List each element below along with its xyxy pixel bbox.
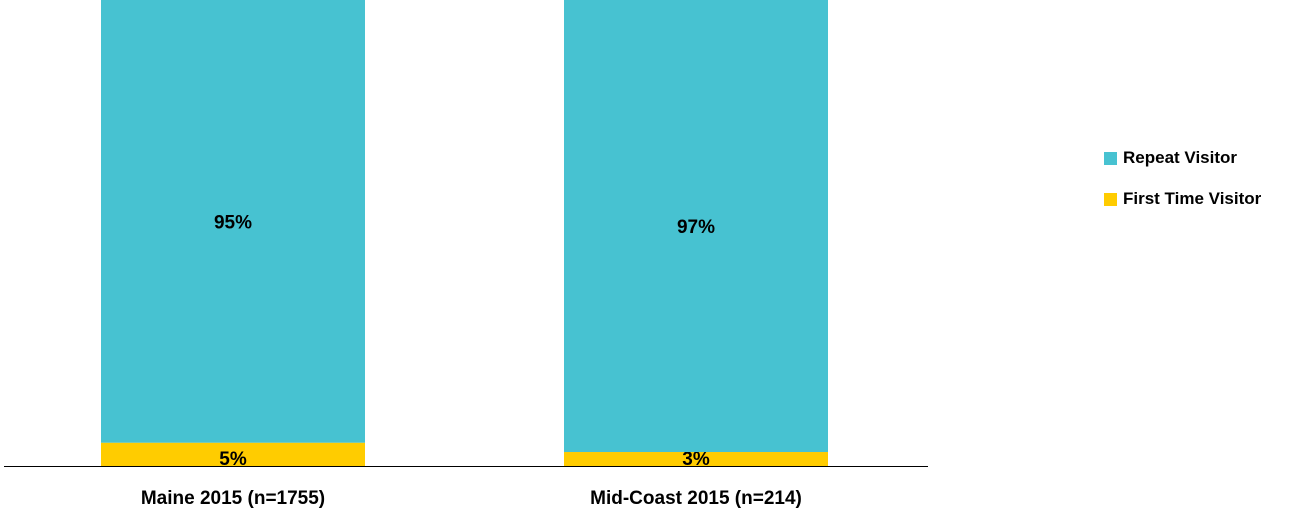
bar-first-time-visitor-2: [564, 452, 828, 466]
bar-repeat-visitor-2: [564, 0, 828, 453]
chart-legend: Repeat Visitor First Time Visitor: [1104, 148, 1310, 230]
x-tick-label-1: Maine 2015 (n=1755): [141, 488, 325, 509]
legend-swatch-first-time-visitor: [1104, 192, 1117, 206]
legend-item-first-time-visitor: First Time Visitor: [1104, 189, 1310, 209]
bar-repeat-visitor-1: [101, 0, 365, 443]
legend-label-first-time-visitor: First Time Visitor: [1123, 189, 1262, 208]
legend-item-repeat-visitor: Repeat Visitor: [1104, 148, 1310, 168]
legend-swatch-repeat-visitor: [1104, 151, 1117, 165]
legend-label-repeat-visitor: Repeat Visitor: [1123, 148, 1238, 167]
data-label-first-time-visitor-1: 5%: [219, 449, 247, 470]
data-label-first-time-visitor-2: 3%: [682, 449, 710, 470]
bar-first-time-visitor-1: [101, 442, 365, 466]
data-label-repeat-visitor-2: 97%: [677, 217, 715, 238]
data-label-repeat-visitor-1: 95%: [214, 212, 252, 233]
x-tick-label-2: Mid-Coast 2015 (n=214): [590, 488, 802, 509]
